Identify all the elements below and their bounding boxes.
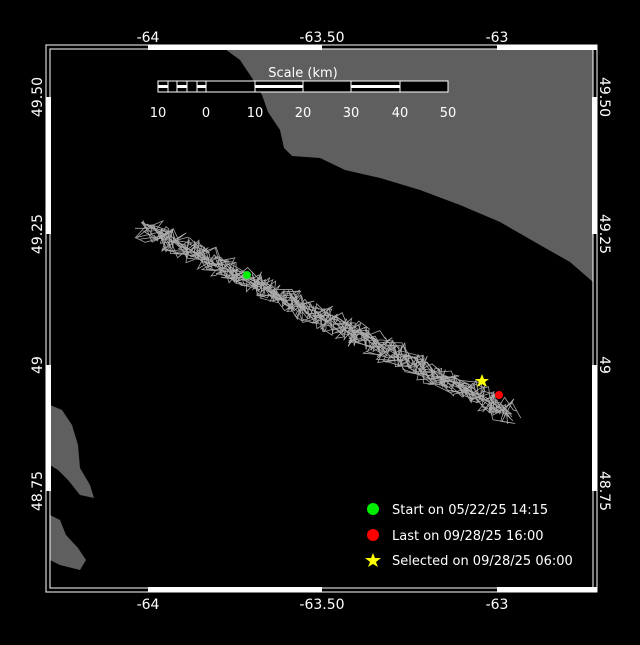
- track-segment: [136, 228, 513, 415]
- scale-segment: [158, 85, 168, 88]
- land-north: [225, 49, 593, 282]
- last-marker[interactable]: [495, 391, 503, 399]
- track-segment: [136, 225, 513, 418]
- lon-label: -63.50: [299, 30, 344, 46]
- frame-segment: [592, 365, 597, 491]
- lat-label: 49.50: [30, 77, 46, 117]
- land: [50, 49, 593, 570]
- start-marker[interactable]: [243, 271, 251, 279]
- scale-label: 10: [150, 106, 167, 121]
- lon-label: -63.50: [299, 597, 344, 613]
- legend-start-label: Start on 05/22/25 14:15: [392, 503, 548, 518]
- frame-segment: [497, 45, 597, 50]
- drift-track: [134, 219, 522, 425]
- scale-title: Scale (km): [268, 66, 337, 81]
- lat-label: 49.25: [30, 214, 46, 254]
- lat-label: 49: [596, 356, 612, 374]
- yellow-star-icon: [365, 553, 381, 567]
- scale-segment: [197, 85, 206, 88]
- scale-label: 0: [202, 106, 210, 121]
- lon-label: -64: [137, 30, 160, 46]
- track-segment: [151, 235, 516, 424]
- scale-segment: [351, 85, 400, 88]
- land-west-1: [50, 405, 94, 498]
- lon-label: -64: [137, 597, 160, 613]
- map-frame: [45, 44, 598, 593]
- scale-bar: Scale (km) 10 0 10 20 30 40 50: [150, 66, 457, 121]
- lat-label: 49.50: [596, 77, 612, 117]
- track-segment: [140, 221, 514, 421]
- lat-label: 49.25: [596, 214, 612, 254]
- track-segment: [141, 221, 509, 425]
- lon-label: -63: [486, 597, 509, 613]
- legend-selected-label: Selected on 09/28/25 06:00: [392, 554, 573, 569]
- scale-label: 10: [247, 106, 264, 121]
- lon-labels-top: -64 -63.50 -63: [137, 30, 509, 46]
- green-circle-icon: [367, 503, 379, 515]
- scale-label: 30: [343, 106, 360, 121]
- red-circle-icon: [367, 529, 379, 541]
- frame-segment: [148, 587, 322, 592]
- lat-label: 48.75: [30, 471, 46, 511]
- scale-segment: [255, 85, 303, 88]
- lat-label: 49: [30, 356, 46, 374]
- lat-label: 48.75: [596, 471, 612, 511]
- legend-last-label: Last on 09/28/25 16:00: [392, 529, 544, 544]
- frame-segment: [497, 587, 597, 592]
- selected-star-marker[interactable]: [475, 374, 489, 387]
- scale-label: 20: [295, 106, 312, 121]
- lon-label: -63: [486, 30, 509, 46]
- scale-label: 40: [392, 106, 409, 121]
- frame-segment: [592, 97, 597, 234]
- scale-segment: [177, 85, 187, 88]
- track-segment: [142, 220, 522, 419]
- land-west-2: [50, 515, 86, 570]
- lat-labels-right: 49.50 49.25 49 48.75: [596, 77, 612, 511]
- scale-label: 50: [440, 106, 457, 121]
- lon-labels-bottom: -64 -63.50 -63: [137, 597, 509, 613]
- frame-segment: [46, 365, 51, 491]
- lat-labels-left: 49.50 49.25 49 48.75: [30, 77, 46, 511]
- legend: Start on 05/22/25 14:15 Last on 09/28/25…: [365, 503, 573, 569]
- frame-segment: [46, 97, 51, 234]
- frame-segment: [148, 45, 322, 50]
